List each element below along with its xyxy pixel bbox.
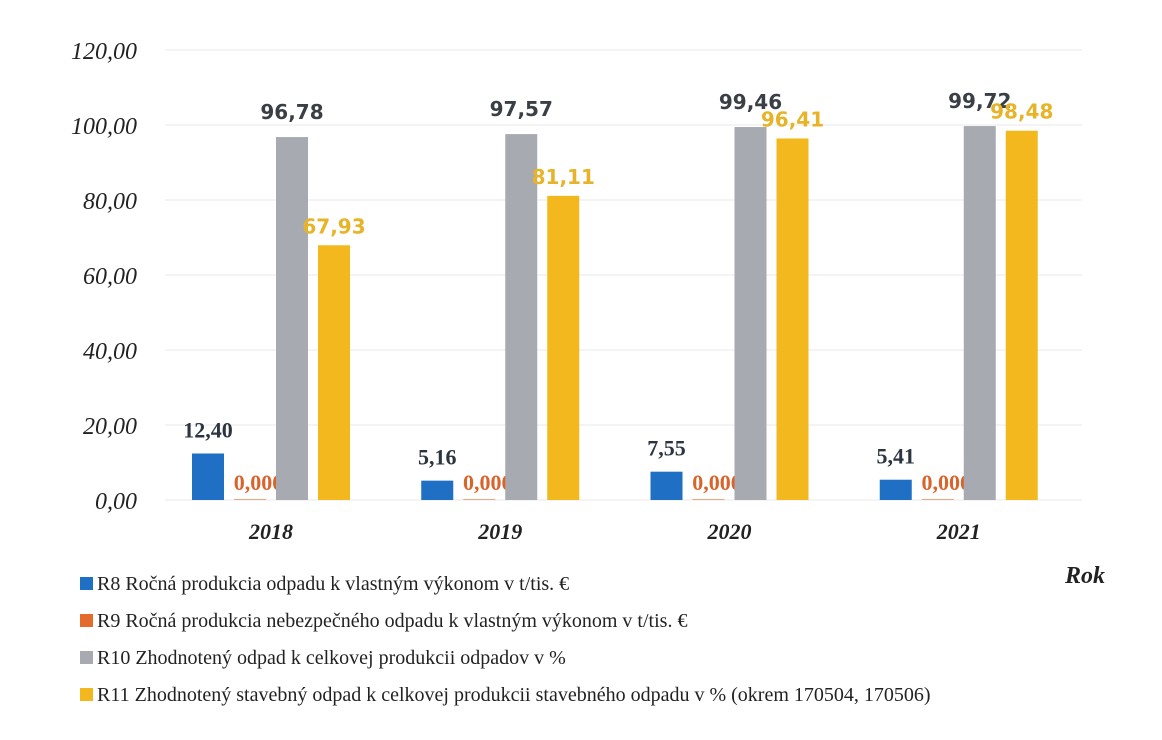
legend-swatch-series-9	[80, 614, 93, 627]
data-label-series-11-2021: 98,48	[990, 100, 1053, 124]
x-tick-label: 2018	[248, 519, 293, 544]
legend-swatch-series-8	[80, 577, 93, 590]
data-label-series-10-2020: 99,46	[719, 90, 782, 114]
bar-series-11-2021	[1005, 130, 1038, 500]
legend-label-series-11: R11 Zhodnotený stavebný odpad k celkovej…	[97, 684, 931, 706]
y-tick-label: 0,00	[95, 489, 137, 515]
data-label-series-10-2019: 97,57	[490, 97, 553, 121]
x-tick-label: 2021	[936, 519, 981, 544]
data-label-series-8-2019: 5,16	[418, 445, 457, 470]
bar-series-8-2018	[192, 453, 224, 500]
bar-series-8-2021	[879, 479, 912, 500]
x-tick-label: 2020	[707, 519, 752, 544]
bar-series-11-2020	[776, 138, 809, 500]
bar-series-9-2020	[692, 499, 725, 500]
data-label-series-11-2020: 96,41	[761, 107, 824, 131]
legend-swatch-series-10	[80, 651, 93, 664]
data-label-series-11-2018: 67,93	[302, 214, 365, 238]
bar-series-10-2020	[734, 127, 767, 501]
data-label-series-10-2018: 96,78	[260, 100, 323, 124]
x-axis-title: Rok	[1064, 563, 1105, 589]
data-label-series-10-2021: 99,72	[948, 89, 1011, 113]
bar-series-11-2018	[318, 245, 350, 500]
bar-series-8-2019	[421, 480, 454, 500]
data-label-series-11-2019: 81,11	[532, 165, 595, 189]
y-tick-label: 20,00	[83, 414, 137, 440]
data-label-series-8-2020: 7,55	[647, 436, 686, 461]
y-tick-label: 40,00	[83, 339, 137, 365]
bar-series-9-2019	[463, 499, 496, 500]
legend-label-series-10: R10 Zhodnotený odpad k celkovej produkci…	[97, 647, 566, 669]
legend-swatch-series-11	[80, 688, 93, 701]
bar-series-11-2019	[547, 195, 580, 500]
legend-label-series-9: R9 Ročná produkcia nebezpečného odpadu k…	[97, 610, 687, 632]
x-tick-label: 2019	[477, 519, 522, 544]
bar-series-8-2020	[650, 471, 683, 500]
bar-series-10-2018	[276, 137, 308, 500]
bar-series-9-2021	[921, 499, 954, 500]
data-label-series-8-2021: 5,41	[877, 444, 916, 469]
bar-series-9-2018	[234, 499, 266, 500]
y-tick-label: 100,00	[71, 114, 137, 140]
legend-label-series-8: R8 Ročná produkcia odpadu k vlastným výk…	[97, 573, 569, 595]
bar-series-10-2021	[963, 126, 996, 501]
y-tick-label: 60,00	[83, 264, 137, 290]
data-label-series-8-2018: 12,40	[183, 418, 233, 443]
y-tick-label: 80,00	[83, 189, 137, 215]
y-tick-label: 120,00	[71, 39, 137, 65]
bar-series-10-2019	[505, 134, 538, 501]
